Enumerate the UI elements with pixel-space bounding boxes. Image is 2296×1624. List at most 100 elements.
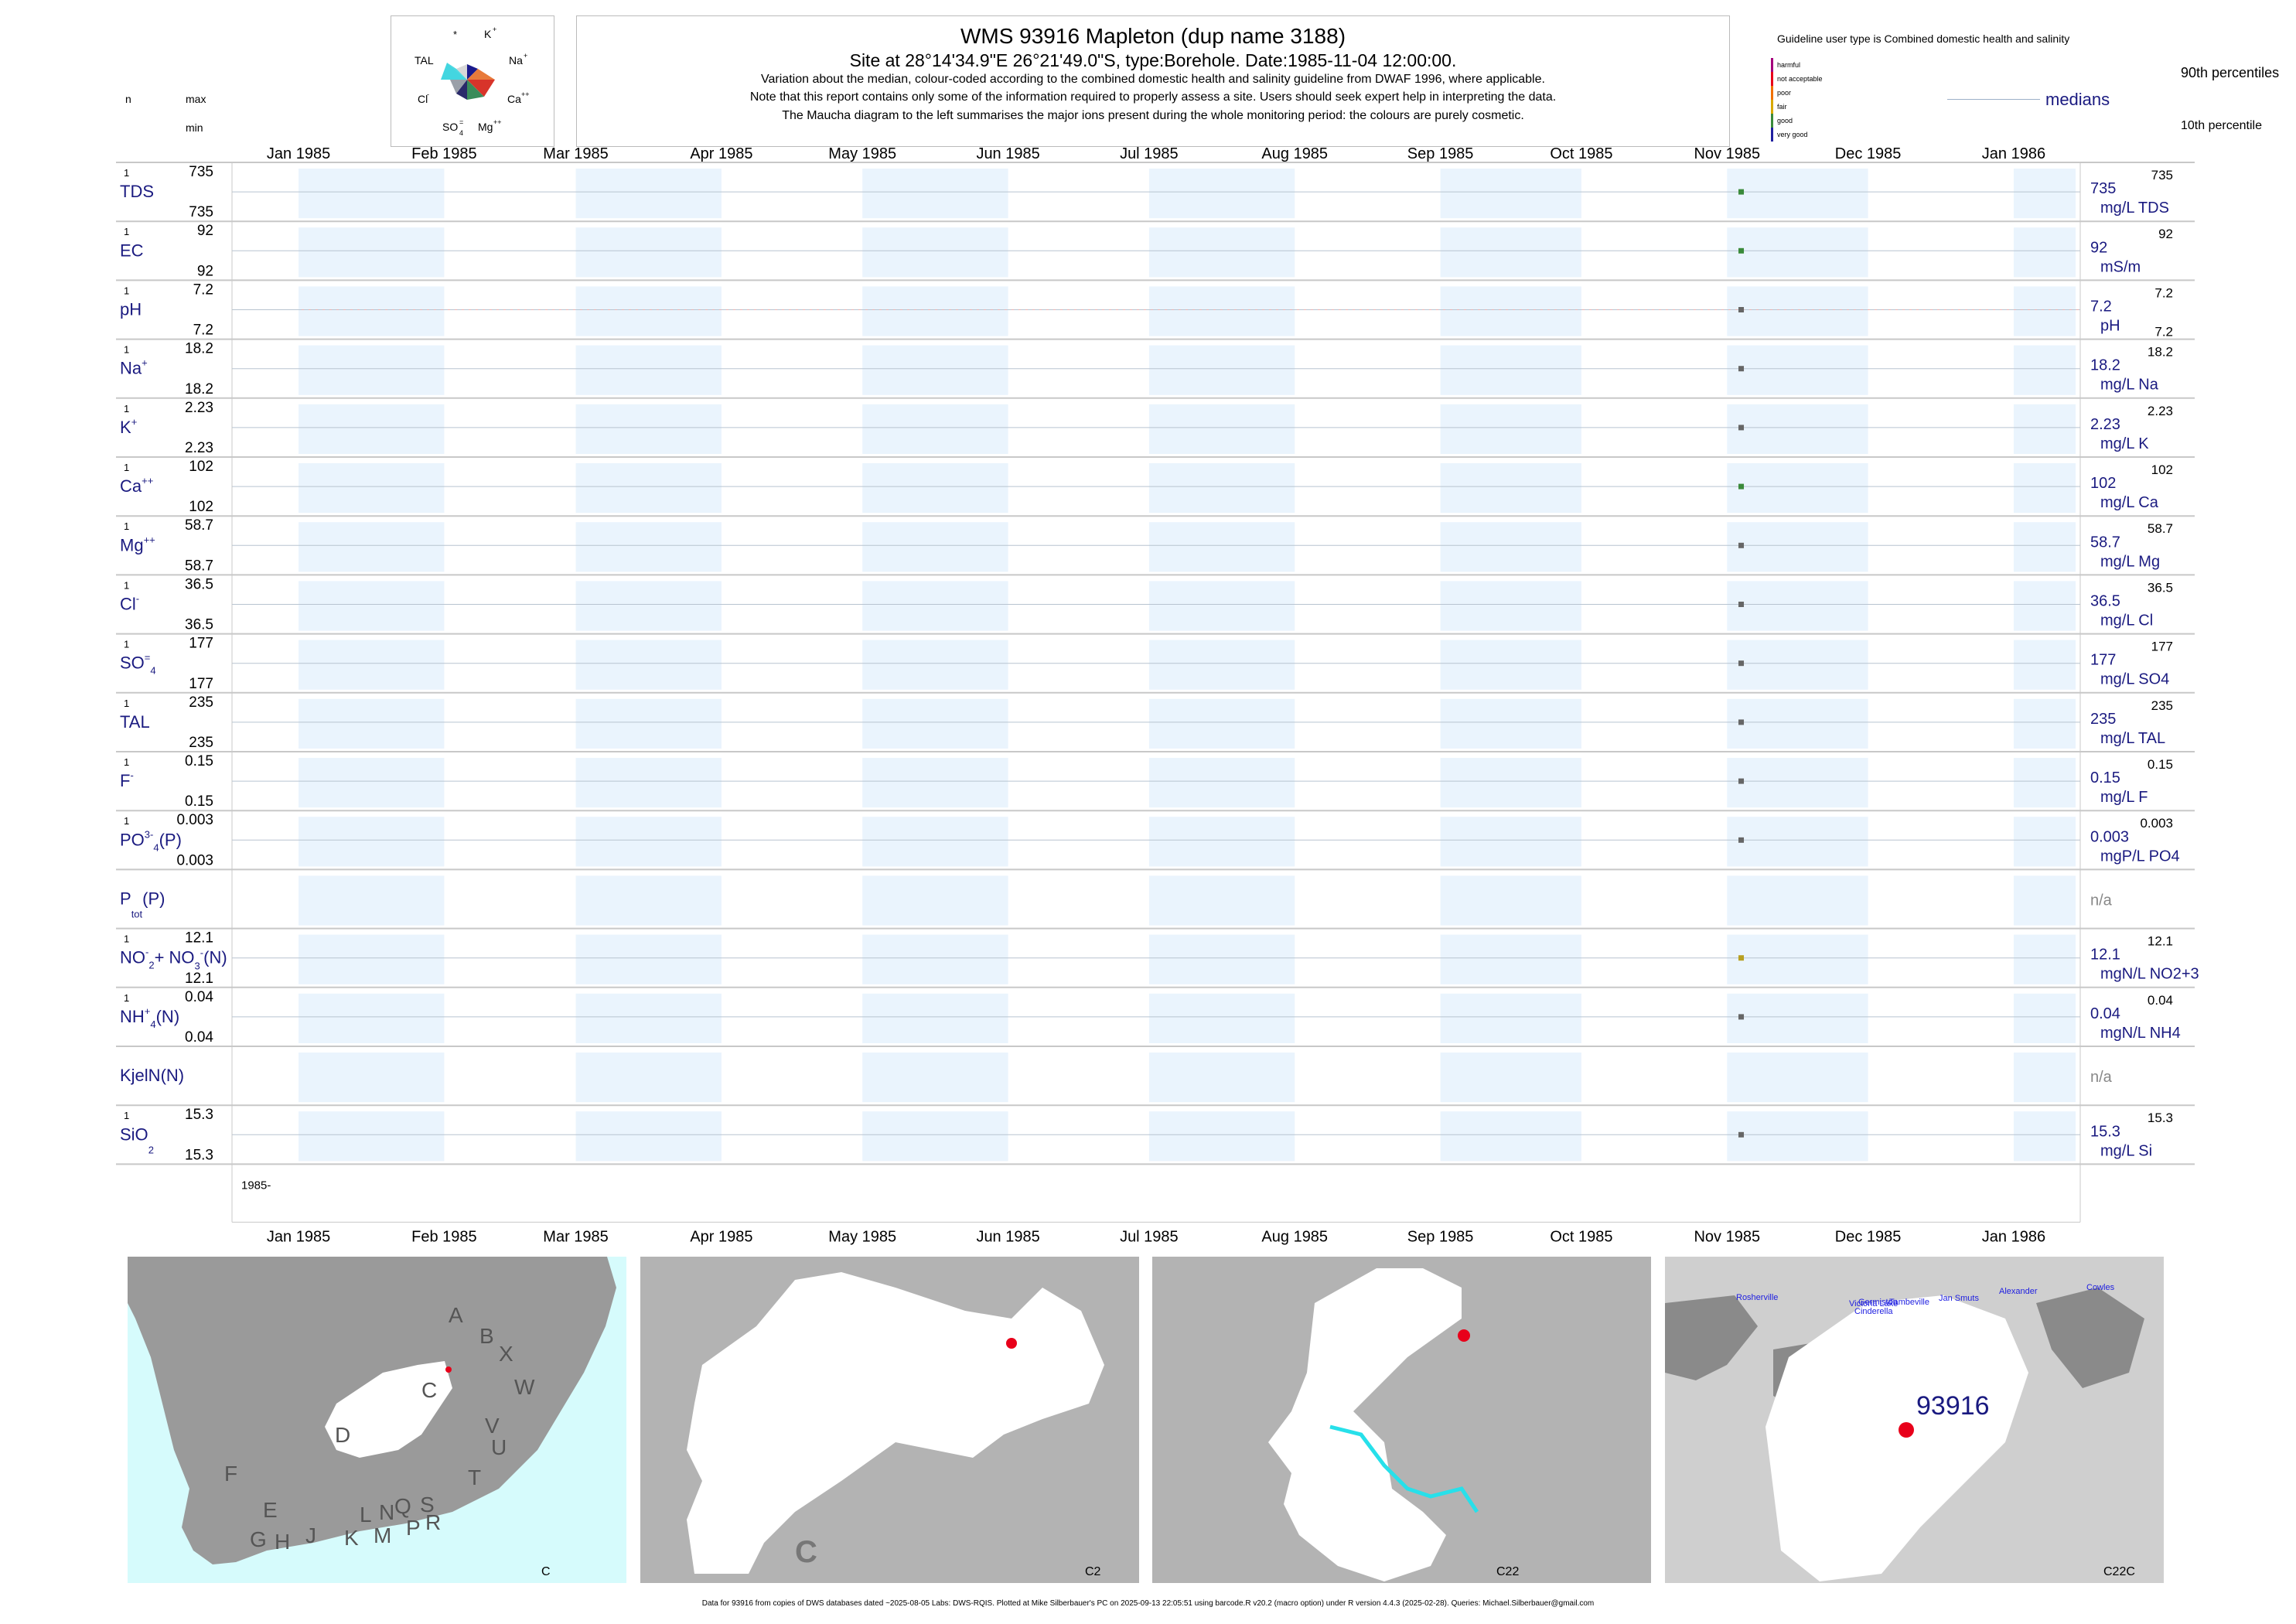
sample-count: 1 [124, 992, 129, 1004]
row-unit: mg/L Si [2100, 1142, 2152, 1159]
map-c22c-catchment: 93916 Rosherville Victoria LakeCinderella… [1665, 1257, 2164, 1583]
guideline-colour-scale: harmful not acceptable poor fair good very go… [1771, 58, 1823, 142]
month-band [575, 463, 722, 513]
data-point [1738, 247, 1745, 254]
month-band [1440, 286, 1581, 336]
legend-class-label-2: poor [1777, 89, 1791, 97]
row-unit: mg/L F [2100, 789, 2148, 806]
param-name-part: 3- [145, 828, 154, 840]
time-series-chart: Jan 1985 Jan 1985 Feb 1985 Feb 1985 Mar 1985… [116, 145, 2199, 1245]
row-min: 0.003 [176, 852, 213, 868]
row-median-value: 15.3 [2090, 1123, 2120, 1140]
row-min: 92 [197, 263, 213, 279]
maucha-label-na-sup: + [524, 52, 527, 60]
col-header-n: n [125, 93, 131, 105]
maucha-label-mg: Mg [478, 121, 493, 133]
maucha-label-so4-sub: 4 [459, 129, 463, 137]
row-unit: mgP/L PO4 [2100, 848, 2180, 865]
param-name-part: F [120, 771, 130, 790]
row-max: 0.04 [185, 989, 213, 1005]
month-band [1148, 522, 1295, 572]
maucha-tal-wedge-2 [447, 63, 467, 80]
month-band [299, 286, 445, 336]
month-band [862, 875, 1008, 926]
row-median-value: 7.2 [2090, 299, 2112, 316]
map2-big-label: C [795, 1535, 817, 1569]
map1-region-label: R [425, 1510, 441, 1534]
x-tick-label-bottom: May 1985 [828, 1228, 896, 1245]
x-tick-label-bottom: Apr 1985 [690, 1228, 752, 1245]
row-unit: mg/L SO4 [2100, 671, 2169, 688]
row-median-value: 58.7 [2090, 534, 2120, 551]
map4-place-label: Victoria Lake [1849, 1299, 1898, 1308]
month-band [2013, 875, 2076, 926]
row-median-value: n/a [2090, 1069, 2113, 1086]
maucha-label-so4: SO [442, 121, 458, 133]
month-band [575, 875, 722, 926]
x-tick-label-top: Jan 1986 [1982, 145, 2045, 162]
month-band [1727, 934, 1868, 984]
maucha-label-tal: TAL [415, 54, 434, 67]
month-band [1148, 404, 1295, 454]
col-header-min: min [186, 121, 203, 134]
param-name-part: KjelN(N) [120, 1066, 184, 1085]
map1-region-label: A [449, 1303, 463, 1327]
param-name: F-​ [120, 769, 134, 790]
month-band [2013, 463, 2076, 513]
row-median-value: 735 [2090, 180, 2116, 197]
map1-site-marker [445, 1366, 452, 1373]
row-p90: 2.23 [2148, 404, 2173, 418]
month-band [299, 640, 445, 690]
row-median-value: 0.003 [2090, 828, 2129, 845]
param-name-part: (N) [156, 1007, 180, 1026]
month-band [862, 817, 1008, 867]
map1-region-label: U [491, 1435, 507, 1459]
month-band [575, 640, 722, 690]
month-band [1440, 640, 1581, 690]
row-median-value: 102 [2090, 475, 2116, 492]
month-band [2013, 286, 2076, 336]
month-band [1148, 934, 1295, 984]
month-band [1727, 286, 1868, 336]
legend-class-label-4: good [1777, 117, 1793, 125]
row-unit: mg/L TAL [2100, 730, 2165, 747]
maucha-label-cl: Cl [418, 93, 428, 105]
map4-site-marker [1899, 1422, 1914, 1438]
legend-p10: 10th percentile [2181, 119, 2262, 132]
row-median-value: n/a [2090, 892, 2113, 909]
note-line-3: The Maucha diagram to the left summarise… [782, 109, 1524, 122]
row-p90: 0.04 [2148, 993, 2173, 1008]
sample-count: 1 [124, 639, 129, 650]
map3-catchment [1268, 1268, 1462, 1581]
month-band [1440, 698, 1581, 749]
x-tick-label-bottom: Dec 1985 [1835, 1228, 1902, 1245]
month-band [1148, 581, 1295, 631]
month-band [1148, 169, 1295, 219]
month-band [575, 345, 722, 395]
month-band [862, 1053, 1008, 1103]
month-band [1440, 1053, 1581, 1103]
month-band [862, 463, 1008, 513]
maucha-so4-wedge [456, 80, 467, 100]
month-band [299, 1111, 445, 1162]
data-point [1738, 837, 1745, 843]
row-min: 15.3 [185, 1147, 213, 1163]
maucha-na-wedge [467, 69, 495, 80]
month-band [2013, 404, 2076, 454]
month-band [2013, 817, 2076, 867]
param-name: NO-2​+ NO3-​(N) [120, 947, 227, 972]
month-band [1440, 522, 1581, 572]
month-band [862, 758, 1008, 808]
month-band [1727, 345, 1868, 395]
month-band [2013, 227, 2076, 278]
map1-region-label: W [514, 1375, 535, 1399]
maucha-label-so4-sup: = [459, 118, 463, 126]
data-point [1738, 483, 1745, 490]
row-min: 12.1 [185, 971, 213, 987]
row-max: 102 [189, 459, 213, 475]
maucha-ca-wedge [467, 80, 495, 97]
row-min: 177 [189, 676, 213, 692]
month-band [1148, 640, 1295, 690]
map2-caption: C2 [1085, 1565, 1101, 1578]
month-band [1148, 875, 1295, 926]
